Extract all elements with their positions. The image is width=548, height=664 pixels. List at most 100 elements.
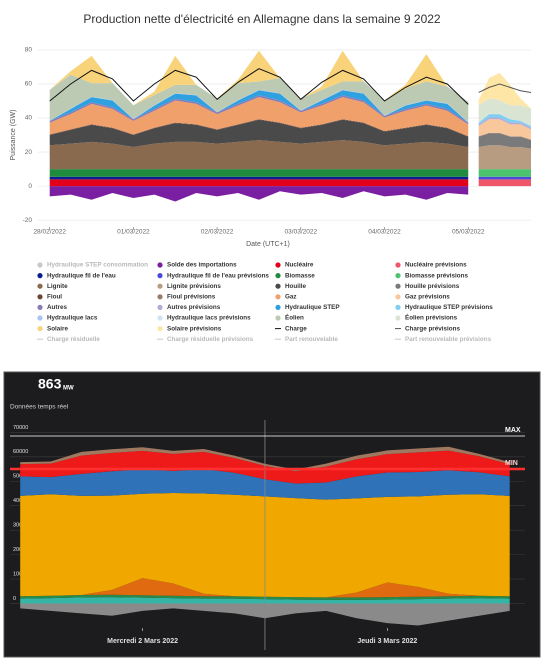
legend-marker <box>157 262 163 268</box>
y-tick-label: 60 <box>25 81 33 88</box>
chart-title: Production nette d'électricité en Allema… <box>83 12 441 26</box>
area <box>478 132 531 141</box>
legend-marker <box>37 294 43 300</box>
area <box>478 72 531 109</box>
legend-label: Part renouvelable prévisions <box>405 336 492 343</box>
legend-marker <box>395 304 401 310</box>
legend-label: Autres <box>47 304 67 311</box>
legend-marker <box>275 315 281 321</box>
legend-label: Solaire <box>47 325 68 332</box>
area <box>478 179 531 187</box>
area <box>49 119 469 147</box>
y-tick-label: 80 <box>25 47 33 54</box>
legend-label: Nucléaire <box>285 262 314 269</box>
x-tick-label: 05/03/2022 <box>452 229 485 236</box>
area <box>478 145 531 170</box>
y-axis-label: Puissance (GW) <box>10 110 17 161</box>
legend-label: Hydraulique STEP prévisions <box>405 304 493 311</box>
legend-label: Solde des importations <box>167 262 237 269</box>
legend-label: Fioul <box>47 293 62 300</box>
area <box>49 74 469 123</box>
reference-label: MAX <box>505 427 521 434</box>
legend-label: Charge résiduelle <box>47 336 100 343</box>
legend-marker <box>275 283 281 289</box>
legend-label: Hydraulique lacs <box>47 315 98 322</box>
legend-marker <box>37 315 43 321</box>
legend-label: Fioul prévisions <box>167 293 216 300</box>
legend-label: Hydraulique fil de l'eau <box>47 272 116 279</box>
legend-label: Charge résiduelle prévisions <box>167 336 254 343</box>
legend-label: Nucléaire prévisions <box>405 262 467 269</box>
legend-label: Biomasse <box>285 272 315 279</box>
area <box>478 114 531 128</box>
legend-label: Gaz prévisions <box>405 293 450 300</box>
legend-marker <box>275 304 281 310</box>
legend-marker <box>275 273 281 279</box>
legend-label: Lignite <box>47 283 68 290</box>
legend-marker <box>37 304 43 310</box>
area <box>49 176 469 180</box>
legend-marker <box>157 304 163 310</box>
y-tick-label: 0 <box>28 183 32 190</box>
legend-marker <box>395 273 401 279</box>
legend-label: Éolien prévisions <box>405 313 458 322</box>
headline-value: 863 <box>38 376 62 392</box>
legend-label: Part renouvelable <box>285 336 338 343</box>
area <box>478 176 531 180</box>
area <box>49 179 469 187</box>
x-tick-label: 03/03/2022 <box>285 229 318 236</box>
legend-label: Hydraulique STEP <box>285 304 340 311</box>
area <box>478 117 531 130</box>
legend-marker <box>157 273 163 279</box>
y-tick-label: 60000 <box>13 449 28 455</box>
area <box>49 140 469 170</box>
y-tick-label: -20 <box>23 217 33 224</box>
legend-marker <box>157 294 163 300</box>
legend-label: Éolien <box>285 313 304 322</box>
legend-label: Autres prévisions <box>167 304 221 311</box>
area <box>49 50 469 106</box>
legend-marker <box>275 262 281 268</box>
x-axis-label: Date (UTC+1) <box>246 241 290 248</box>
legend-marker <box>37 262 43 268</box>
line <box>49 68 469 105</box>
legend-marker <box>395 262 401 268</box>
x-tick-label: Mercredi 2 Mars 2022 <box>107 638 178 645</box>
line <box>478 83 532 93</box>
y-tick-label: 0 <box>13 596 16 602</box>
area <box>478 133 531 149</box>
legend-label: Hydraulique fil de l'eau prévisions <box>167 272 269 279</box>
legend-marker <box>275 294 281 300</box>
legend-label: Hydraulique lacs prévisions <box>167 315 251 322</box>
x-tick-label: 01/03/2022 <box>117 229 150 236</box>
legend-label: Charge <box>285 325 307 332</box>
legend-marker <box>395 315 401 321</box>
area <box>49 97 469 137</box>
reference-label: MIN <box>505 460 518 467</box>
subtitle: Données temps réel <box>10 404 69 411</box>
area <box>20 578 510 598</box>
legend-marker <box>37 326 43 332</box>
area <box>49 90 469 123</box>
legend-label: Charge prévisions <box>405 325 460 332</box>
legend-marker <box>157 283 163 289</box>
legend-label: Gaz <box>285 293 297 300</box>
legend-label: Solaire prévisions <box>167 325 222 332</box>
legend-marker <box>157 315 163 321</box>
legend-marker <box>395 283 401 289</box>
legend-label: Houille <box>285 283 306 290</box>
area <box>49 186 469 202</box>
legend-label: Hydraulique STEP consommation <box>47 262 148 269</box>
legend-marker <box>157 326 163 332</box>
x-tick-label: 04/03/2022 <box>368 229 401 236</box>
area <box>49 169 469 177</box>
area <box>478 169 531 177</box>
legend-label: Biomasse prévisions <box>405 272 468 279</box>
legend-marker <box>37 283 43 289</box>
legend-label: Houille prévisions <box>405 283 460 290</box>
x-tick-label: Jeudi 3 Mars 2022 <box>357 638 417 645</box>
legend-marker <box>37 273 43 279</box>
x-tick-label: 28/02/2022 <box>33 229 66 236</box>
